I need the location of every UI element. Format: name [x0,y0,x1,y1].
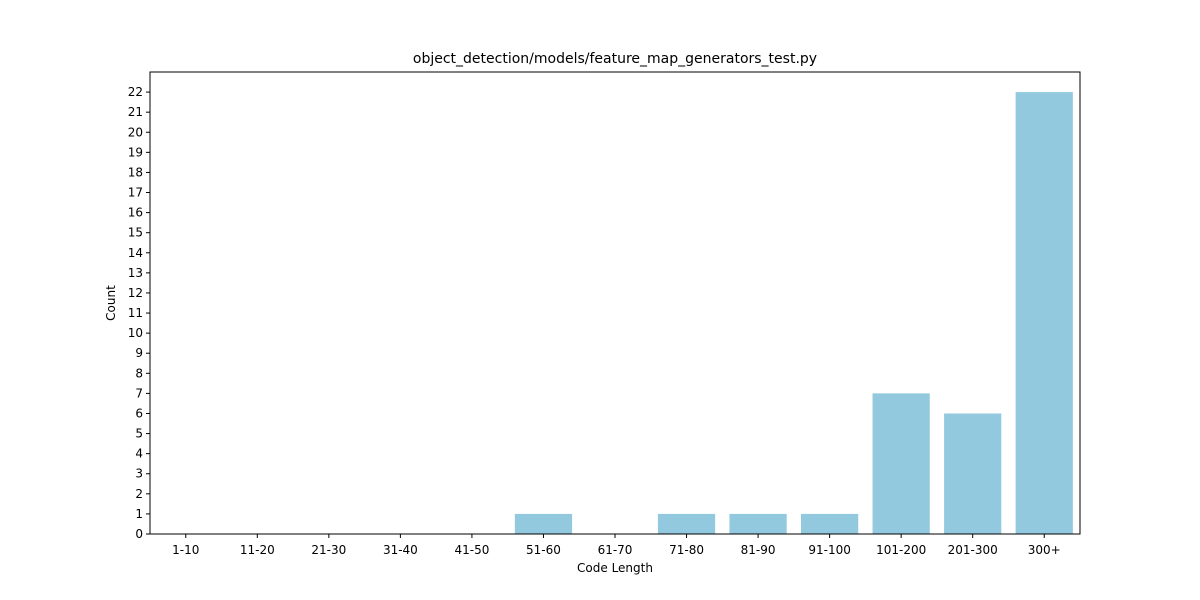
x-tick-label: 300+ [1028,543,1061,557]
chart-title: object_detection/models/feature_map_gene… [413,51,817,67]
y-tick-label: 22 [128,85,143,99]
y-tick-label: 14 [128,246,143,260]
x-tick-label: 81-90 [741,543,776,557]
x-tick-label: 1-10 [172,543,199,557]
bar-101-200 [872,393,930,534]
x-axis-title: Code Length [577,561,653,575]
bar-81-90 [729,513,787,534]
x-tick-label: 41-50 [454,543,489,557]
x-tick-label: 201-300 [948,543,998,557]
bar-71-80 [657,513,716,534]
x-tick-label: 31-40 [383,543,418,557]
y-tick-label: 16 [128,206,143,220]
x-tick-label: 71-80 [669,543,704,557]
y-tick-label: 1 [135,507,143,521]
y-tick-label: 9 [135,346,143,360]
bar-300+ [1015,92,1073,534]
y-axis-title: Count [104,285,118,321]
y-tick-label: 7 [135,386,143,400]
y-tick-label: 8 [135,366,143,380]
y-tick-label: 11 [128,306,143,320]
y-tick-label: 12 [128,286,143,300]
bar-201-300 [944,413,1002,534]
y-tick-label: 17 [128,186,143,200]
x-tick-label: 91-100 [808,543,851,557]
y-tick-label: 0 [135,527,143,541]
y-tick-label: 15 [128,226,143,240]
y-tick-label: 10 [128,326,143,340]
x-tick-label: 11-20 [240,543,275,557]
y-tick-label: 13 [128,266,143,280]
y-tick-label: 3 [135,467,143,481]
x-tick-label: 51-60 [526,543,561,557]
y-tick-label: 20 [128,125,143,139]
x-tick-label: 21-30 [311,543,346,557]
x-axis: 1-10 11-20 21-30 31-40 41-50 51-60 61-70 71-80 8… [172,534,1061,557]
y-tick-label: 6 [135,406,143,420]
bar-51-60 [514,513,573,534]
plot-frame [149,71,1081,535]
y-tick-label: 5 [135,427,143,441]
y-tick-label: 4 [135,447,143,461]
x-tick-label: 101-200 [876,543,926,557]
bar-91-100 [801,513,859,534]
y-tick-label: 18 [128,165,143,179]
bars-layer [514,92,1073,534]
x-tick-label: 61-70 [598,543,633,557]
y-tick-label: 21 [128,105,143,119]
y-tick-label: 19 [128,145,143,159]
y-tick-label: 2 [135,487,143,501]
